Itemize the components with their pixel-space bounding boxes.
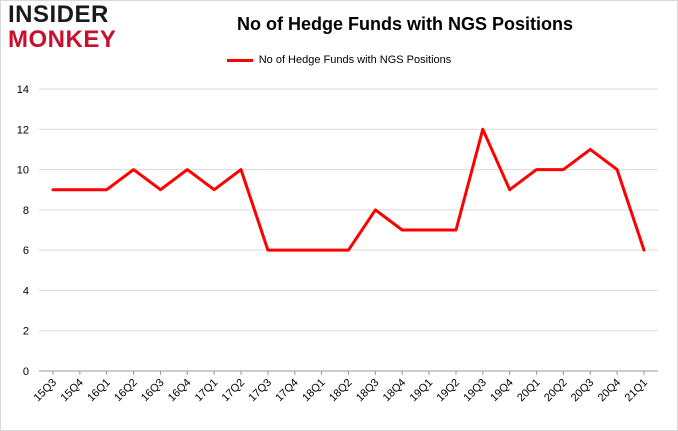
x-tick-label: 20Q3 [569, 377, 597, 405]
y-tick-label: 10 [17, 165, 29, 177]
chart-title: No of Hedge Funds with NGS Positions [237, 14, 573, 34]
x-tick-label: 20Q1 [515, 377, 543, 405]
x-tick-label: 21Q1 [623, 377, 651, 405]
y-tick-label: 12 [17, 124, 29, 136]
y-tick-label: 2 [23, 326, 29, 338]
x-tick-label: 19Q2 [435, 377, 463, 405]
x-tick-label: 15Q3 [32, 377, 60, 405]
x-tick-label: 18Q3 [354, 377, 382, 405]
x-tick-label: 18Q4 [381, 377, 409, 405]
y-tick-label: 14 [17, 84, 29, 96]
x-tick-label: 17Q2 [220, 377, 248, 405]
x-tick-label: 17Q3 [247, 377, 275, 405]
x-tick-label: 16Q2 [112, 377, 140, 405]
x-tick-label: 17Q4 [273, 377, 301, 405]
series-line [51, 127, 646, 252]
y-tick-label: 6 [23, 245, 29, 257]
x-tick-label: 20Q2 [542, 377, 570, 405]
x-tick-label: 18Q1 [300, 377, 328, 405]
x-tick-label: 16Q3 [139, 377, 167, 405]
x-tick-label: 19Q1 [408, 377, 436, 405]
x-tick-label: 20Q4 [596, 377, 624, 405]
x-tick-label: 17Q1 [193, 377, 221, 405]
x-tick-label: 16Q1 [85, 377, 113, 405]
logo-line-2: MONKEY [8, 26, 117, 53]
y-tick-label: 8 [23, 205, 29, 217]
insider-monkey-logo: INSIDER MONKEY [8, 2, 132, 56]
y-tick-label: 4 [23, 285, 29, 297]
y-tick-label: 0 [23, 366, 29, 378]
logo-line-1: INSIDER [8, 1, 109, 28]
chart-legend: No of Hedge Funds with NGS Positions [0, 54, 678, 66]
legend-swatch [226, 58, 253, 62]
x-tick-label: 15Q4 [58, 377, 86, 405]
x-tick-label: 19Q3 [461, 377, 489, 405]
x-tick-label: 19Q4 [488, 377, 516, 405]
legend-label: No of Hedge Funds with NGS Positions [258, 54, 452, 67]
x-tick-label: 18Q2 [327, 377, 355, 405]
x-tick-label: 16Q4 [166, 377, 194, 405]
